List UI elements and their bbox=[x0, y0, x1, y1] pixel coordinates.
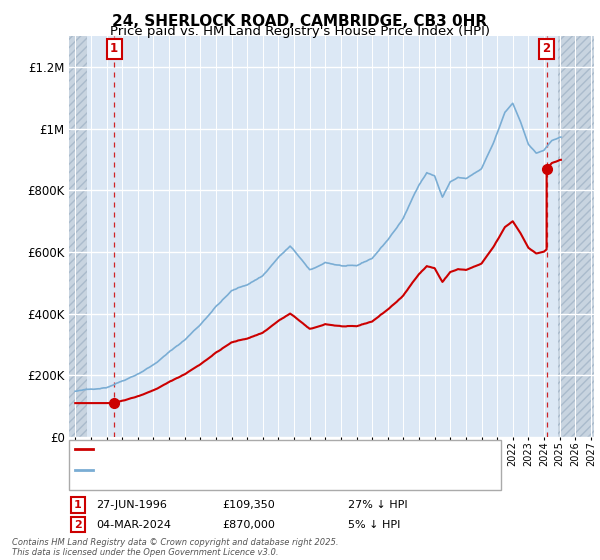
Text: Price paid vs. HM Land Registry's House Price Index (HPI): Price paid vs. HM Land Registry's House … bbox=[110, 25, 490, 38]
Text: 24, SHERLOCK ROAD, CAMBRIDGE, CB3 0HR: 24, SHERLOCK ROAD, CAMBRIDGE, CB3 0HR bbox=[112, 14, 488, 29]
Text: Contains HM Land Registry data © Crown copyright and database right 2025.
This d: Contains HM Land Registry data © Crown c… bbox=[12, 538, 338, 557]
Text: 04-MAR-2024: 04-MAR-2024 bbox=[96, 520, 171, 530]
Bar bbox=[559, 36, 594, 437]
Text: 1: 1 bbox=[110, 43, 118, 55]
Text: 27-JUN-1996: 27-JUN-1996 bbox=[96, 500, 167, 510]
Text: 2: 2 bbox=[74, 520, 82, 530]
Bar bbox=[69, 36, 87, 437]
Text: 5% ↓ HPI: 5% ↓ HPI bbox=[348, 520, 400, 530]
Text: 2: 2 bbox=[542, 43, 551, 55]
Text: 1: 1 bbox=[74, 500, 82, 510]
Text: HPI: Average price, detached house, Cambridge: HPI: Average price, detached house, Camb… bbox=[96, 465, 346, 475]
Text: £109,350: £109,350 bbox=[222, 500, 275, 510]
Text: 24, SHERLOCK ROAD, CAMBRIDGE, CB3 0HR (detached house): 24, SHERLOCK ROAD, CAMBRIDGE, CB3 0HR (d… bbox=[96, 444, 422, 454]
Text: £870,000: £870,000 bbox=[222, 520, 275, 530]
Text: 27% ↓ HPI: 27% ↓ HPI bbox=[348, 500, 407, 510]
